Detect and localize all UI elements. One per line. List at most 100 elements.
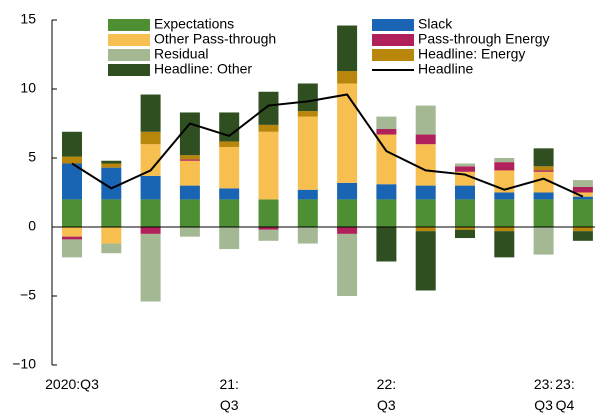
bar-segment <box>533 227 554 255</box>
bar-segment <box>415 199 436 227</box>
legend-swatch <box>372 19 414 31</box>
bar-segment <box>337 25 358 72</box>
bar-segment <box>533 166 554 171</box>
bar-segment <box>376 116 397 130</box>
bar-segment <box>494 231 515 258</box>
legend-swatch <box>108 64 150 76</box>
bar-segment <box>297 199 318 227</box>
bar-segment <box>219 188 240 200</box>
bar-segment <box>297 116 318 190</box>
y-tick-label: 5 <box>28 149 36 165</box>
legend-swatch <box>372 49 414 61</box>
bar-segment <box>494 199 515 227</box>
bar-segment <box>140 144 161 176</box>
legend-label: Expectations <box>154 16 234 32</box>
bar-segment <box>415 105 436 135</box>
bar-segment <box>140 94 161 132</box>
bar-segment <box>62 239 82 258</box>
bar-segment <box>455 166 475 172</box>
bar-segment <box>101 167 122 200</box>
bar-segment <box>179 185 200 200</box>
legend-label: Pass-through Energy <box>418 31 550 47</box>
bar-segment <box>337 71 358 84</box>
bar-segment <box>258 124 279 132</box>
bar-segment <box>140 199 161 227</box>
bar-segment <box>62 156 82 164</box>
bar-segment <box>179 199 200 227</box>
line <box>71 93 584 198</box>
legend-label: Headline: Other <box>154 61 252 77</box>
bar-segment <box>337 83 358 183</box>
legend-label: Slack <box>418 16 453 32</box>
bar-segment <box>337 182 358 200</box>
bar-segment <box>376 134 397 185</box>
bar-segment <box>258 199 279 227</box>
bar-segment <box>494 158 515 163</box>
legend-label: Other Pass-through <box>154 31 276 47</box>
bar-segment <box>455 199 475 227</box>
bar-segment <box>494 162 515 171</box>
bar-segment <box>101 199 122 227</box>
bar-segment <box>415 185 436 200</box>
bar-segment <box>101 227 122 244</box>
bar-segment <box>219 112 240 142</box>
bar-segment <box>179 155 200 160</box>
bar-segment <box>140 175 161 200</box>
bar-segment <box>494 227 515 232</box>
x-tick-label: 22: Q3 <box>376 376 397 413</box>
bar-segment <box>455 185 475 200</box>
bar-segment <box>572 199 593 227</box>
y-tick-label: 0 <box>28 218 36 234</box>
bar-segment <box>297 189 318 200</box>
y-tick-label: −10 <box>12 356 36 372</box>
bar-segment <box>455 163 475 167</box>
bar-segment <box>140 233 161 302</box>
bar-segment <box>572 231 593 241</box>
bar-segment <box>376 129 397 135</box>
bar-segment <box>297 227 318 244</box>
legend-swatch <box>108 19 150 31</box>
y-tick-label: 15 <box>20 11 36 27</box>
bar-segment <box>62 227 82 237</box>
bar-segment <box>533 148 554 167</box>
bar-segment <box>415 134 436 145</box>
bar-segment <box>101 163 122 168</box>
bar-segment <box>533 199 554 227</box>
x-tick-label: 21: Q3 <box>219 376 239 413</box>
bar-segment <box>494 192 515 200</box>
bar-segment <box>455 227 475 230</box>
bar-segment <box>533 171 554 193</box>
bar-segment <box>572 192 593 197</box>
x-tick-label: 23: Q4 <box>555 376 575 413</box>
bar-segment <box>337 199 358 227</box>
x-tick-label: 2020:Q3 <box>45 376 99 392</box>
bar-segment <box>258 227 279 230</box>
bar-segment <box>415 144 436 186</box>
bar-segment <box>572 180 593 187</box>
bar-segment <box>219 146 240 189</box>
bar-segment <box>297 83 318 112</box>
y-tick-label: −5 <box>20 287 36 303</box>
bar-segment <box>572 196 593 200</box>
bar-segment <box>140 227 161 234</box>
bar-segment <box>297 111 318 117</box>
bar-segment <box>219 227 240 250</box>
bar-segment <box>62 163 82 200</box>
bar-segment <box>376 184 397 200</box>
bar-segment <box>219 199 240 227</box>
bar-segment <box>258 91 279 125</box>
legend-swatch <box>108 49 150 61</box>
bar-segment <box>533 192 554 200</box>
bar-segment <box>101 243 122 254</box>
bar-segment <box>337 227 358 234</box>
bar-segment <box>376 199 397 227</box>
bar-segment <box>62 131 82 157</box>
bar-segment <box>533 170 554 172</box>
legend-swatch <box>372 34 414 46</box>
legend-label: Headline <box>418 61 473 77</box>
bar-segment <box>415 231 436 291</box>
bar-segment <box>219 141 240 147</box>
bar-segment <box>258 229 279 241</box>
